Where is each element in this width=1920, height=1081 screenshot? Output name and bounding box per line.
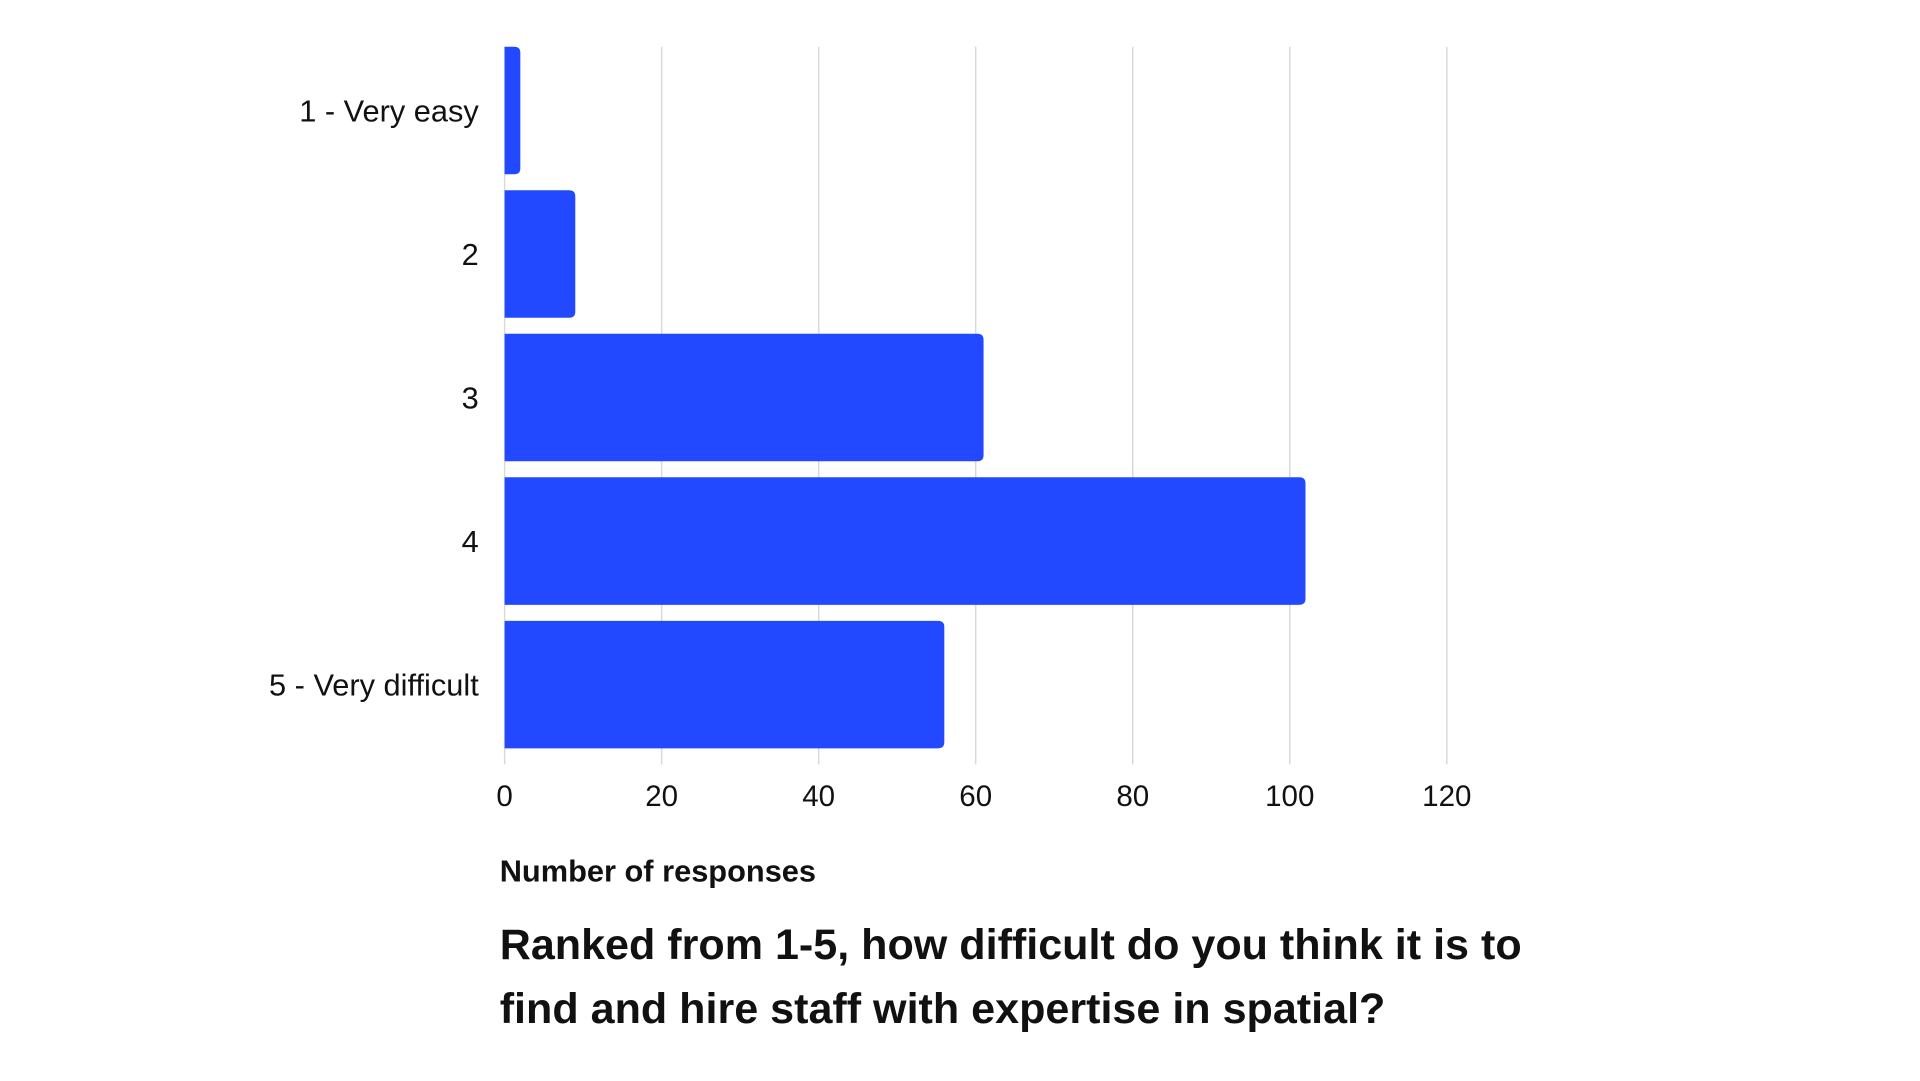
bar-chart-plot: 0 20 40 60 80 100 120 1 - Very easy 2 3 4 5 - Very …: [269, 46, 1471, 813]
x-tick-label: 120: [1422, 780, 1471, 813]
x-tick-label: 80: [1116, 780, 1149, 813]
bar: [504, 190, 576, 318]
x-tick-label: 0: [496, 780, 512, 813]
chart-title: Ranked from 1-5, how difficult do you th…: [499, 920, 1522, 1033]
x-axis-label: Number of responses: [499, 854, 817, 889]
bar: [504, 46, 521, 175]
y-category-label: 2: [462, 237, 479, 272]
x-tick-label: 20: [645, 780, 678, 813]
bar: [504, 333, 984, 462]
x-tick-label: 60: [959, 780, 992, 813]
y-category-label: 4: [462, 524, 479, 559]
bar: [504, 477, 1306, 605]
x-tick-label: 100: [1265, 780, 1314, 813]
x-tick-label: 40: [802, 780, 835, 813]
bar: [504, 620, 945, 749]
y-category-label: 1 - Very easy: [299, 94, 479, 129]
y-category-label: 5 - Very difficult: [269, 668, 479, 703]
y-category-label: 3: [462, 381, 479, 416]
